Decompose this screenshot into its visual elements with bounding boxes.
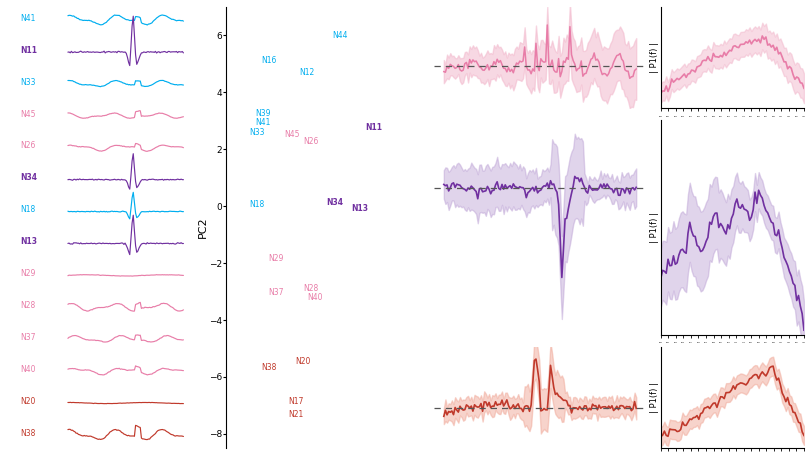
Text: N34: N34 [326,198,343,207]
Y-axis label: | P1(f) |: | P1(f) | [650,212,659,243]
Text: N40: N40 [307,293,323,302]
Text: N13: N13 [351,204,368,213]
Text: N28: N28 [304,284,318,293]
Text: N38: N38 [261,363,276,372]
Text: N18: N18 [250,200,265,209]
Text: N45: N45 [284,131,300,140]
Text: N26: N26 [20,142,36,151]
Text: N44: N44 [332,31,348,40]
Text: N45: N45 [20,110,36,119]
Text: N40: N40 [20,365,36,374]
Text: N29: N29 [269,254,284,263]
Y-axis label: | P1(f) |: | P1(f) | [650,382,659,413]
Text: N13: N13 [20,237,37,246]
Text: N11: N11 [20,46,37,55]
Text: N12: N12 [300,68,315,77]
Text: N20: N20 [20,397,36,406]
Text: N39: N39 [255,109,271,118]
Text: N37: N37 [20,333,36,342]
Text: N11: N11 [365,123,382,132]
Text: N28: N28 [20,301,36,310]
Text: N17: N17 [288,397,303,406]
Text: N26: N26 [304,136,319,146]
Y-axis label: PC2: PC2 [197,217,208,238]
Text: N37: N37 [269,288,284,298]
Text: N18: N18 [20,205,36,214]
Text: N29: N29 [20,269,36,278]
Text: N34: N34 [20,173,37,182]
Y-axis label: | P1(f) |: | P1(f) | [650,42,659,73]
Text: N38: N38 [20,429,36,438]
Text: N33: N33 [20,78,36,86]
Text: N21: N21 [288,410,303,419]
Text: N20: N20 [296,357,311,366]
Text: N16: N16 [261,56,276,66]
Text: N33: N33 [250,127,265,136]
Text: N41: N41 [20,14,36,23]
Text: N41: N41 [255,118,271,126]
